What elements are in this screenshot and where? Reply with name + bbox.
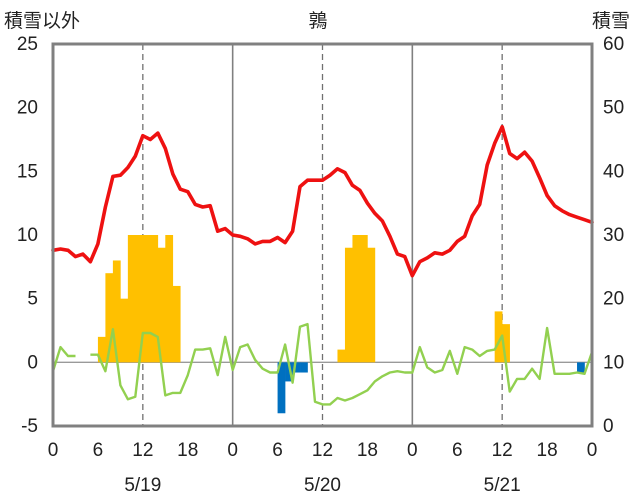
- y-left-tick-label: 20: [17, 98, 38, 119]
- sunshine-line: [51, 345, 76, 372]
- precipitation-bars: [97, 235, 510, 363]
- date-label: 5/19: [124, 475, 161, 496]
- precipitation-bar: [502, 324, 510, 363]
- x-tick-label: 12: [132, 440, 153, 461]
- x-tick-label: 12: [492, 440, 513, 461]
- y-left-tick-label: 0: [27, 352, 38, 373]
- precipitation-bar: [165, 235, 174, 363]
- plot-frame: [51, 42, 594, 428]
- y-left-tick-label: 25: [17, 34, 38, 55]
- x-tick-label: 6: [452, 440, 463, 461]
- date-label: 5/20: [304, 475, 341, 496]
- x-tick-label: 6: [272, 440, 283, 461]
- x-tick-label: 0: [227, 440, 238, 461]
- y-right-tick-label: 0: [603, 416, 614, 437]
- precipitation-bar: [105, 273, 114, 363]
- y-right-tick-label: 20: [603, 289, 624, 310]
- x-tick-label: 18: [537, 440, 558, 461]
- precipitation-bar: [150, 235, 159, 363]
- precipitation-bar: [344, 247, 353, 363]
- y-left-tick-label: 5: [27, 289, 38, 310]
- x-tick-label: 0: [587, 440, 598, 461]
- precipitation-bar: [367, 247, 376, 363]
- temperature-line: [51, 125, 594, 278]
- y-left-tick-label: 10: [17, 225, 38, 246]
- tick-labels: -5 0 5 10 15 20 25 0 10 20 30 40 50 60 0 6 12 18 0 6 12 18 0 6 1…: [17, 34, 624, 496]
- precipitation-bar: [494, 311, 503, 363]
- wind-bar: [300, 362, 308, 373]
- right-axis-title: 積雪: [591, 11, 630, 32]
- wind-bar: [277, 362, 286, 414]
- precipitation-bar: [120, 298, 129, 363]
- wind-bars: [277, 362, 585, 414]
- wind-bar: [577, 362, 585, 373]
- precipitation-bar: [127, 235, 136, 363]
- wind-bar: [285, 362, 293, 382]
- precipitation-bar: [172, 285, 181, 363]
- precipitation-bar: [142, 235, 151, 363]
- precipitation-bar: [135, 235, 144, 363]
- y-right-tick-label: 50: [603, 98, 624, 119]
- chart-title: 鶉: [308, 11, 328, 32]
- x-tick-label: 18: [357, 440, 378, 461]
- precipitation-bar: [359, 235, 368, 363]
- x-tick-label: 18: [177, 440, 198, 461]
- precipitation-bar: [157, 247, 166, 363]
- y-left-tick-label: -5: [21, 416, 38, 437]
- x-tick-label: 6: [93, 440, 104, 461]
- left-axis-title: 積雪以外: [4, 11, 81, 32]
- y-right-tick-label: 40: [603, 161, 624, 182]
- x-tick-label: 0: [407, 440, 418, 461]
- x-tick-label: 0: [48, 440, 59, 461]
- precipitation-bar: [352, 235, 361, 363]
- date-label: 5/21: [484, 475, 521, 496]
- x-tick-label: 12: [312, 440, 333, 461]
- precipitation-bar: [97, 336, 106, 363]
- y-right-tick-label: 60: [603, 34, 624, 55]
- precipitation-bar: [337, 349, 346, 363]
- y-right-tick-label: 10: [603, 352, 624, 373]
- precipitation-bar: [112, 260, 121, 363]
- sunshine-line: [90, 322, 594, 406]
- wind-bar: [292, 362, 301, 373]
- series-lines: [51, 125, 594, 406]
- y-left-tick-label: 15: [17, 161, 38, 182]
- plot-border: [51, 42, 594, 428]
- y-right-tick-label: 30: [603, 225, 624, 246]
